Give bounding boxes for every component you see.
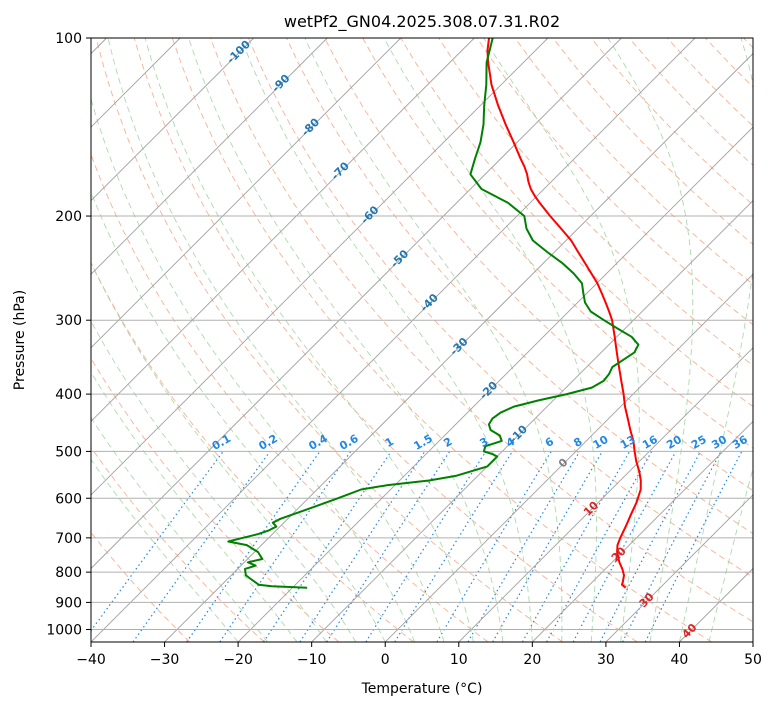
isotherm-line xyxy=(91,38,402,349)
moist-adiabat-line xyxy=(483,38,640,642)
x-axis: −40 −30 −20 −10 0 10 20 30 40 50 xyxy=(76,642,762,668)
isotherm-line xyxy=(164,52,753,642)
dry-adiabat-line xyxy=(95,38,563,642)
x-tick-label: −20 xyxy=(223,652,253,668)
isotherm-line xyxy=(91,38,328,275)
y-tick-label: 700 xyxy=(55,531,82,547)
mixing-ratio-lines xyxy=(91,451,743,642)
x-tick-label: 0 xyxy=(381,652,390,668)
moist-adiabat-line xyxy=(383,38,597,642)
moist-adiabat-line xyxy=(91,458,239,642)
mixing-ratio-line xyxy=(299,451,426,642)
dry-adiabat-line xyxy=(286,38,753,535)
isotherm-line xyxy=(91,38,549,496)
isotherm-line xyxy=(91,38,254,202)
dry-adiabat-line xyxy=(514,38,753,285)
isotherm-line xyxy=(458,347,753,642)
y-axis-label: Pressure (hPa) xyxy=(12,290,28,390)
sounding-profiles xyxy=(227,38,642,589)
moist-adiabats xyxy=(91,38,753,642)
mixing-ratio-line xyxy=(219,451,352,642)
isotherm-line xyxy=(91,38,696,642)
y-tick-label: 300 xyxy=(55,313,82,329)
isotherm-line xyxy=(384,273,753,642)
x-tick-label: −10 xyxy=(297,652,327,668)
mixing-ratio-line xyxy=(467,451,581,642)
y-tick-label: 800 xyxy=(55,565,82,581)
moist-adiabat-line xyxy=(107,38,445,642)
y-tick-label: 400 xyxy=(55,387,82,403)
isotherm-line xyxy=(752,641,753,642)
moist-adiabat-line xyxy=(91,320,327,642)
x-tick-label: 10 xyxy=(450,652,468,668)
isotherm-lines xyxy=(91,38,753,642)
y-tick-label: 500 xyxy=(55,444,82,460)
y-tick-label: 900 xyxy=(55,595,82,611)
moist-adiabat-line xyxy=(91,261,357,642)
y-tick-label: 1000 xyxy=(46,622,82,638)
moist-adiabat-line xyxy=(91,371,298,642)
x-tick-label: 40 xyxy=(671,652,689,668)
moist-adiabat-line xyxy=(144,38,474,642)
pressure-grid xyxy=(91,38,753,630)
x-tick-label: −30 xyxy=(150,652,180,668)
mixing-ratio-line xyxy=(186,451,321,642)
x-tick-label: −40 xyxy=(76,652,106,668)
dry-adiabat-line xyxy=(209,38,753,623)
plot-background xyxy=(91,38,753,642)
x-tick-label: 20 xyxy=(523,652,541,668)
moist-adiabat-line xyxy=(708,466,753,642)
chart-title: wetPf2_GN04.2025.308.07.31.R02 xyxy=(284,12,560,32)
dry-adiabat-line xyxy=(171,38,713,642)
isotherm-line xyxy=(91,38,622,570)
moist-adiabat-line xyxy=(607,38,694,642)
y-tick-label: 200 xyxy=(55,209,82,225)
moist-adiabat-line xyxy=(678,38,753,642)
isotherm-line xyxy=(237,126,753,642)
isotherm-line xyxy=(311,200,753,642)
dewpoint-profile-line xyxy=(227,38,640,589)
isotherm-line xyxy=(91,38,475,422)
moist-adiabat-line xyxy=(240,38,533,642)
dry-adiabat-line xyxy=(91,446,265,642)
y-tick-label: 600 xyxy=(55,491,82,507)
mixing-ratio-line xyxy=(572,451,677,642)
moist-adiabat-line xyxy=(304,38,563,642)
mixing-ratio-line xyxy=(262,451,392,642)
mixing-ratio-line xyxy=(546,451,653,642)
x-tick-label: 50 xyxy=(744,652,762,668)
moist-adiabat-line xyxy=(91,416,268,642)
dry-adiabat-line xyxy=(324,38,753,492)
x-tick-label: 30 xyxy=(597,652,615,668)
isotherm-line xyxy=(532,420,753,642)
y-tick-label: 100 xyxy=(55,31,82,47)
plot-frame xyxy=(90,37,754,643)
dry-adiabat-line xyxy=(247,38,753,578)
y-axis: 100 200 300 400 500 600 700 800 900 1000 xyxy=(46,31,91,638)
mixing-ratio-line xyxy=(326,451,451,642)
mixing-ratio-line xyxy=(365,451,487,642)
isotherm-line xyxy=(605,494,753,642)
mixing-ratio-line xyxy=(436,451,552,642)
dry-adiabat-line xyxy=(133,38,638,642)
temperature-profile-line xyxy=(486,38,642,589)
x-axis-label: Temperature (°C) xyxy=(361,681,483,697)
moist-adiabat-line xyxy=(188,38,504,642)
moist-adiabat-line xyxy=(91,190,386,642)
